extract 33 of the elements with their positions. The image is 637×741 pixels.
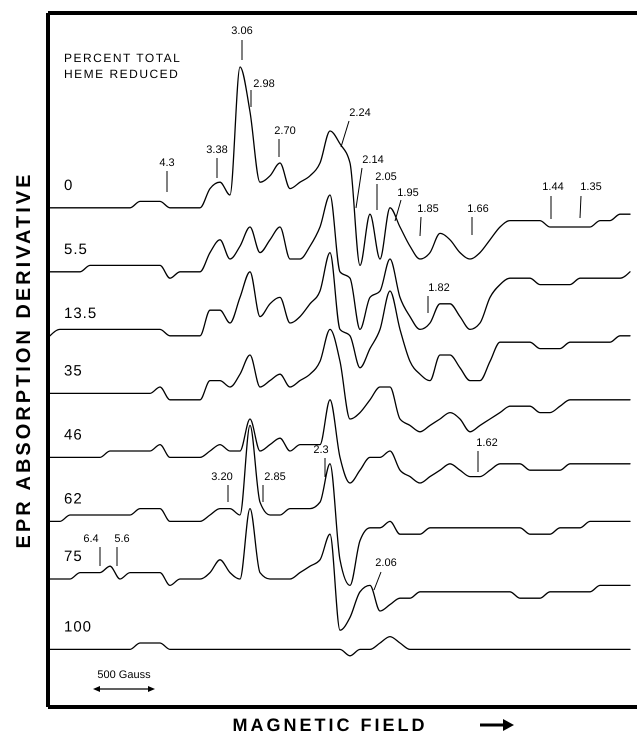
annotation: 2.98 [253,78,275,90]
series-label: 5.5 [64,240,88,258]
annotation: 1.66 [467,203,489,215]
series-label: 62 [64,490,83,508]
legend-label: 75 [64,548,83,565]
annotation: 5.6 [114,533,130,545]
annotation: 1.82 [428,282,450,294]
series-label: 46 [64,426,83,444]
series-label: 13.5 [64,304,98,322]
series-label: 35 [64,362,83,380]
annotation: 6.4 [83,533,99,545]
series-label: 0 [64,176,74,194]
annotation: 2.05 [375,171,397,183]
annotation: 1.95 [397,187,419,199]
annotation: 2.14 [362,154,384,166]
annotation: 4.3 [159,157,175,169]
annotation: 500 Gauss [97,669,152,681]
annotation: 1.44 [542,181,564,193]
annotation: 1.35 [580,181,602,193]
annotation: 2.70 [274,125,296,137]
annotation: 1.62 [476,437,498,449]
annotation: 2.85 [264,471,286,483]
annotation: 3.38 [206,144,228,156]
legend-title: PERCENT TOTAL HEME REDUCED [64,51,182,81]
series-label: 100 [64,618,92,636]
x-axis-title: MAGNETIC FIELD [232,715,428,735]
annotation: 2.24 [349,107,371,119]
annotation: 2.06 [375,557,397,569]
text: 3.06 [231,25,253,37]
annotation: 2.3 [313,444,329,456]
annotation: 1.85 [417,203,439,215]
y-axis-title: EPR ABSORPTION DERIVATIVE [13,172,35,548]
annotation: 3.20 [211,471,233,483]
